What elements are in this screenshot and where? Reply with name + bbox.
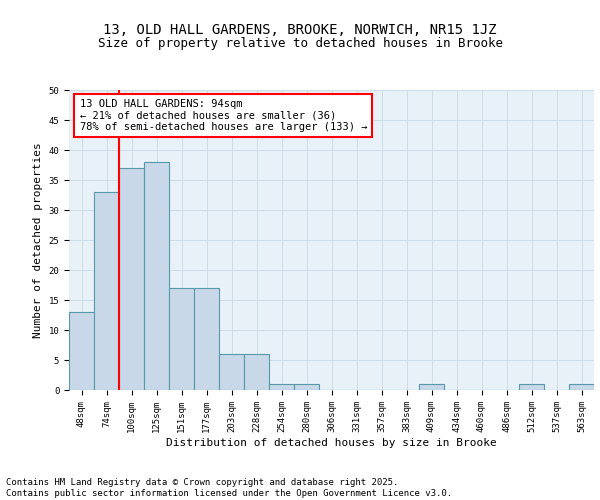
Text: Size of property relative to detached houses in Brooke: Size of property relative to detached ho… <box>97 38 503 51</box>
Bar <box>119 168 144 390</box>
Bar <box>194 288 219 390</box>
Y-axis label: Number of detached properties: Number of detached properties <box>33 142 43 338</box>
Text: 13, OLD HALL GARDENS, BROOKE, NORWICH, NR15 1JZ: 13, OLD HALL GARDENS, BROOKE, NORWICH, N… <box>103 22 497 36</box>
Bar <box>244 354 269 390</box>
Bar <box>294 384 319 390</box>
Bar <box>144 162 169 390</box>
Bar <box>569 384 594 390</box>
Bar <box>519 384 544 390</box>
Bar <box>69 312 94 390</box>
Bar <box>94 192 119 390</box>
Text: Contains HM Land Registry data © Crown copyright and database right 2025.
Contai: Contains HM Land Registry data © Crown c… <box>6 478 452 498</box>
Bar <box>419 384 444 390</box>
Bar <box>169 288 194 390</box>
Bar <box>219 354 244 390</box>
Bar <box>269 384 294 390</box>
Text: 13 OLD HALL GARDENS: 94sqm
← 21% of detached houses are smaller (36)
78% of semi: 13 OLD HALL GARDENS: 94sqm ← 21% of deta… <box>79 99 367 132</box>
X-axis label: Distribution of detached houses by size in Brooke: Distribution of detached houses by size … <box>166 438 497 448</box>
